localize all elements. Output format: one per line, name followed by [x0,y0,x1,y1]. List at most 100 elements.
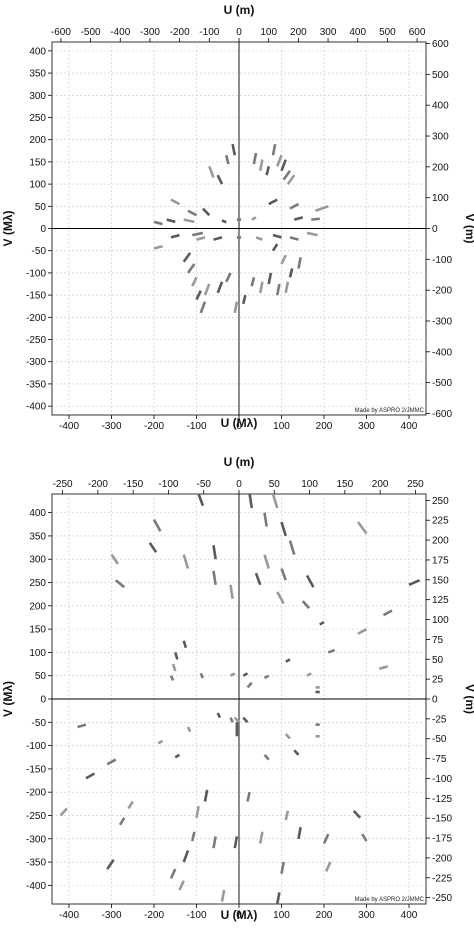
uv-track-segment [382,609,393,617]
uv-track-segment [197,493,205,507]
left-tick-label: 400 [29,46,46,57]
top-tick-label: 300 [320,27,337,38]
uv-track-segment [212,545,217,560]
uv-track-segment [271,243,279,252]
left-axis-title: V (Mλ) [1,681,15,717]
uv-track-segment [153,245,163,250]
uv-track-segment [229,584,234,600]
left-tick-label: 150 [29,157,46,168]
left-tick-label: 350 [29,531,46,542]
uv-track-segment [199,672,205,679]
uv-track-segment [220,889,226,902]
right-tick-label: -300 [432,316,452,327]
right-tick-label: 400 [432,101,449,112]
right-axis-title: V (m) [463,684,474,714]
top-tick-label: 500 [379,27,396,38]
right-tick-label: -500 [432,378,452,389]
uv-track-segment [114,579,126,589]
uv-track-segment [166,218,176,224]
uv-track-segment [212,836,217,849]
bottom-tick-label: -100 [186,421,206,430]
left-tick-label: 150 [29,625,46,636]
left-tick-label: -150 [26,764,46,775]
bottom-tick-label: 400 [401,910,418,921]
uv-track-segment [195,290,202,301]
uv-track-segment [242,672,249,677]
bottom-tick-label: 200 [316,910,333,921]
left-tick-label: 0 [40,695,46,706]
uv-track-segment [293,749,300,756]
top-tick-label: -150 [123,479,143,490]
uv-track-segment [183,218,195,224]
uv-track-segment [285,658,291,663]
left-tick-label: 200 [29,135,46,146]
top-tick-label: -250 [53,479,73,490]
uv-track-segment [190,831,196,842]
uv-track-segment [242,716,249,724]
top-axis-title: U (m) [224,455,255,469]
left-tick-label: 400 [29,508,46,519]
right-tick-label: -175 [432,834,452,845]
left-tick-label: -200 [26,788,46,799]
right-tick-label: -600 [432,409,452,420]
uv-track-segment [186,726,192,733]
left-tick-label: -50 [32,246,47,257]
uv-track-segment [288,268,294,278]
uv-track-segment [191,276,198,287]
top-tick-label: 200 [372,479,389,490]
left-tick-label: 250 [29,578,46,589]
top-tick-label: -100 [158,479,178,490]
right-tick-label: 225 [432,516,449,527]
left-tick-label: -250 [26,335,46,346]
top-tick-label: -600 [51,27,71,38]
bottom-tick-label: 100 [273,910,290,921]
right-tick-label: -50 [432,734,447,745]
uv-track-segment [216,174,224,185]
uv-track-segment [152,519,162,532]
uv-track-segment [171,663,177,672]
right-tick-label: 175 [432,555,449,566]
uv-track-segment [297,257,302,269]
bottom-tick-label: -300 [101,910,121,921]
right-tick-label: 600 [432,39,449,50]
uv-track-segment [284,810,290,821]
uv-track-segment [271,493,279,509]
uv-track-segment [196,236,206,241]
right-tick-label: -100 [432,774,452,785]
uv-track-segment [263,674,270,680]
uv-track-segment [280,159,287,172]
uv-track-segment [246,681,253,689]
right-tick-label: 200 [432,536,449,547]
uv-track-segment [169,868,177,879]
left-tick-label: 100 [29,648,46,659]
top-tick-label: 250 [407,479,424,490]
top-axis-title: U (m) [224,3,255,17]
uv-track-segment [252,152,258,165]
uv-track-segment [280,568,287,581]
uv-track-segment [306,231,318,237]
uv-track-segment [110,553,119,565]
top-tick-label: 100 [301,479,318,490]
uv-track-segment [241,294,247,305]
left-tick-label: -150 [26,291,46,302]
uv-track-segment [169,675,175,681]
uv-track-segment [286,174,296,185]
uv-track-segment [233,716,240,724]
uv-track-segment [195,805,200,819]
uv-track-segment [229,717,234,723]
bottom-tick-label: -400 [59,421,79,430]
credit-label: Made by ASPRO 2/JMMC [355,408,425,414]
uv-track-segment [327,648,336,654]
bottom-axis-title: U (Mλ) [221,416,258,430]
uv-track-segment [284,281,290,294]
uv-track-segment [356,521,368,535]
uv-track-segment [265,166,271,176]
uv-track-segment [148,542,158,553]
uv-track-segment [225,272,232,283]
uv-track-segment [127,800,134,810]
top-tick-label: 200 [290,27,307,38]
right-tick-label: 150 [432,575,449,586]
uv-track-segment [293,216,304,221]
uv-track-segment [203,789,209,802]
left-tick-label: -50 [32,718,47,729]
